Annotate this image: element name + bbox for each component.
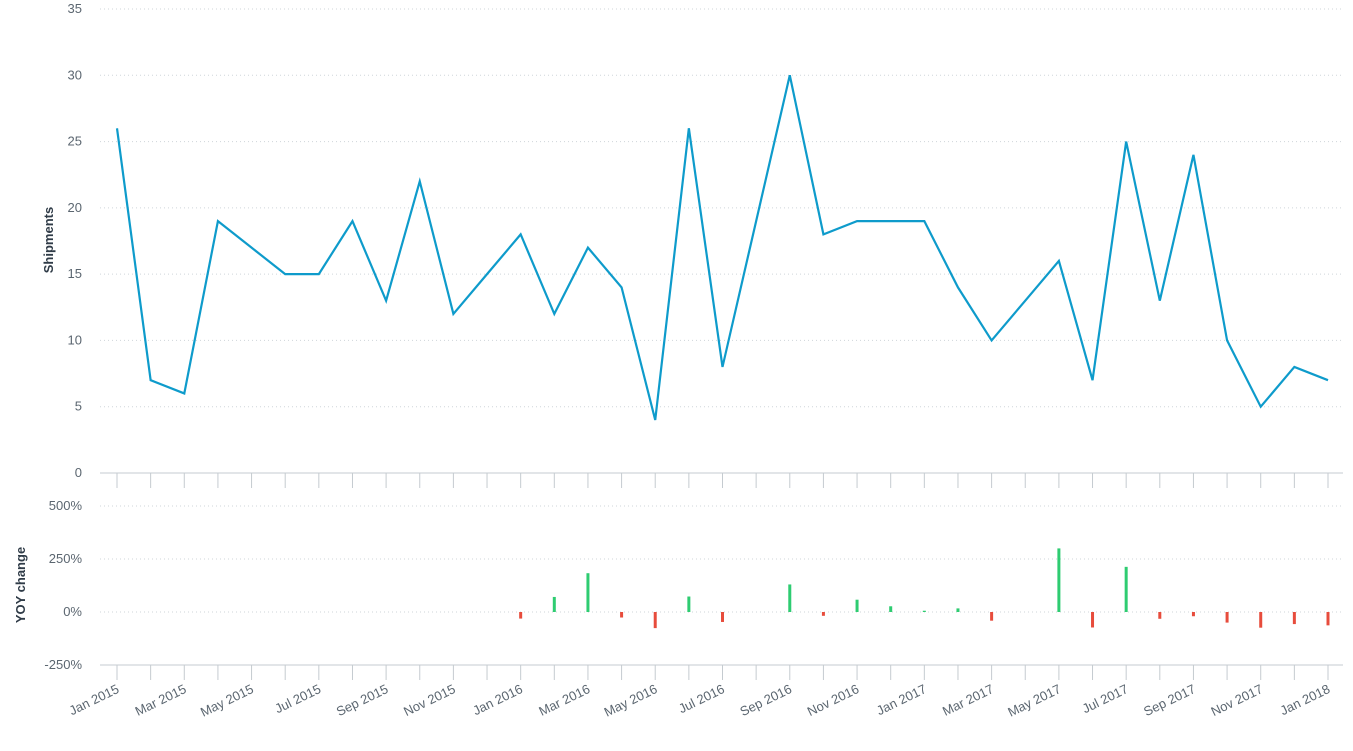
yoy-bar <box>653 612 657 629</box>
x-tick-label: Jan 2015 <box>67 681 122 718</box>
x-tick-label: Nov 2015 <box>401 681 458 719</box>
x-tick-label: Mar 2015 <box>133 681 189 719</box>
yoy-bar <box>788 584 792 612</box>
yoy-bar <box>620 612 624 618</box>
x-tick-label: Sep 2016 <box>737 681 794 719</box>
yoy-y-axis: -250% 0% 250% 500% <box>44 498 82 672</box>
yoy-bar <box>889 606 893 612</box>
main-y-tick-label: 15 <box>68 266 82 281</box>
yoy-bar <box>990 612 994 621</box>
x-tick-label: Sep 2015 <box>334 681 391 719</box>
yoy-bar <box>1191 612 1195 617</box>
x-tick-label: Jan 2017 <box>874 681 929 718</box>
yoy-bar <box>1326 612 1330 626</box>
yoy-bar <box>821 612 825 616</box>
main-x-ticks <box>116 473 1329 488</box>
yoy-bar <box>1292 612 1296 625</box>
yoy-y-tick-label: 250% <box>49 551 83 566</box>
yoy-x-ticks <box>116 665 1329 680</box>
yoy-y-tick-label: -250% <box>44 657 82 672</box>
main-y-tick-label: 0 <box>75 465 82 480</box>
x-tick-label: May 2015 <box>198 681 256 720</box>
x-tick-label: Jul 2015 <box>272 681 323 716</box>
yoy-bar <box>1158 612 1162 619</box>
yoy-bar <box>1057 548 1061 612</box>
yoy-y-tick-label: 500% <box>49 498 83 513</box>
x-tick-label: Jul 2016 <box>676 681 727 716</box>
main-y-axis-label: Shipments <box>41 207 56 273</box>
yoy-bar <box>956 608 960 612</box>
yoy-bar <box>1225 612 1229 623</box>
yoy-bar <box>1124 566 1128 612</box>
x-tick-label: Mar 2017 <box>940 681 996 719</box>
yoy-bar <box>552 596 556 612</box>
main-y-axis: 0 5 10 15 20 25 30 35 <box>68 1 82 480</box>
main-y-tick-label: 35 <box>68 1 82 16</box>
yoy-bar <box>1259 612 1263 628</box>
yoy-bars <box>519 548 1330 629</box>
main-y-tick-label: 30 <box>68 67 82 82</box>
main-y-tick-label: 10 <box>68 332 82 347</box>
x-axis-labels: Jan 2015 Mar 2015 May 2015 Jul 2015 Sep 2015… <box>67 681 1333 720</box>
yoy-bar <box>687 596 691 612</box>
yoy-gridlines <box>100 505 1343 613</box>
main-y-tick-label: 20 <box>68 200 82 215</box>
x-tick-label: May 2016 <box>602 681 660 720</box>
yoy-y-axis-label: YOY change <box>13 547 28 623</box>
yoy-bar <box>519 612 523 619</box>
x-tick-label: Mar 2016 <box>536 681 592 719</box>
main-y-tick-label: 25 <box>68 134 82 149</box>
x-tick-label: May 2017 <box>1005 681 1063 720</box>
yoy-bar <box>855 599 859 612</box>
x-tick-label: Jan 2018 <box>1278 681 1333 718</box>
x-tick-label: Nov 2017 <box>1208 681 1265 719</box>
x-tick-label: Sep 2017 <box>1141 681 1198 719</box>
x-tick-label: Jul 2017 <box>1080 681 1131 716</box>
yoy-bar <box>586 573 590 612</box>
yoy-bar <box>721 612 724 622</box>
yoy-y-tick-label: 0% <box>63 604 82 619</box>
shipments-series-line <box>115 75 1329 421</box>
main-gridlines <box>100 8 1343 408</box>
x-tick-label: Nov 2016 <box>805 681 862 719</box>
yoy-bar <box>922 610 926 612</box>
main-y-tick-label: 5 <box>75 399 82 414</box>
yoy-bar <box>1091 612 1095 628</box>
x-tick-label: Jan 2016 <box>470 681 525 718</box>
